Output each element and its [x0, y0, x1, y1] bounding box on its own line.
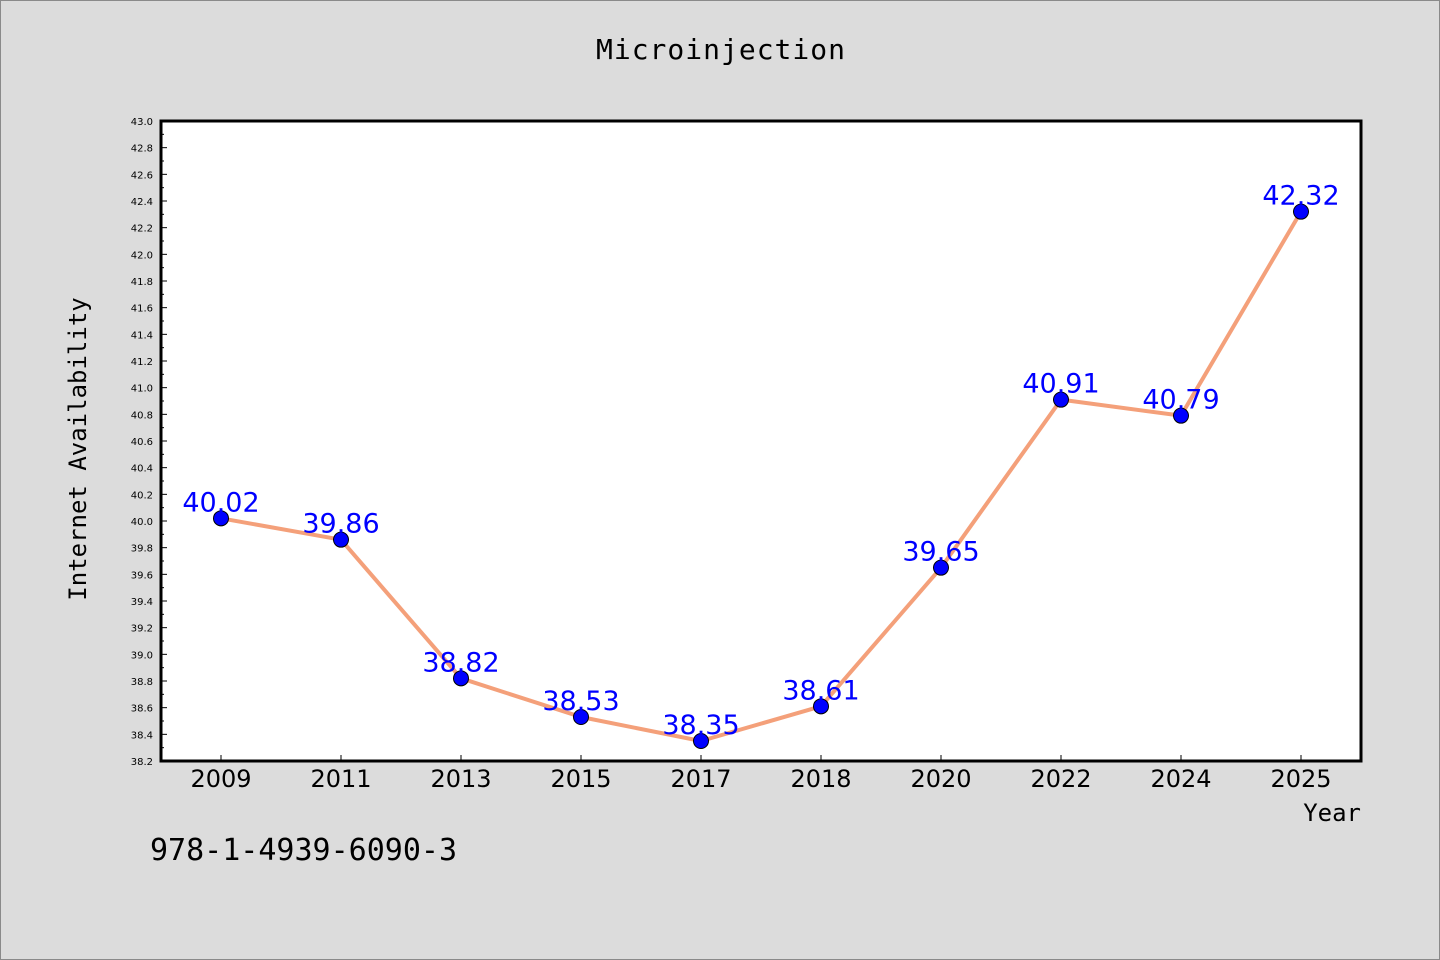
y-tick-label: 42.2 [131, 224, 153, 235]
x-tick-label: 2009 [190, 765, 251, 793]
data-point [1293, 203, 1309, 220]
data-point [453, 670, 469, 687]
x-tick-label: 2018 [790, 765, 851, 793]
x-tick-label: 2024 [1150, 765, 1211, 793]
data-point [693, 733, 709, 749]
y-tick-label: 43.0 [131, 117, 153, 128]
x-tick-label: 2020 [910, 765, 971, 793]
chart-title: Microinjection [595, 33, 846, 66]
series-line [220, 210, 1303, 743]
y-tick-label: 42.0 [131, 250, 153, 261]
y-tick-label: 40.4 [131, 464, 153, 475]
y-tick-label: 42.8 [131, 144, 153, 155]
data-label: 38.35 [662, 710, 739, 741]
data-point [333, 531, 349, 548]
x-tick-label: 2017 [670, 765, 731, 793]
data-point [213, 510, 229, 527]
data-label: 38.82 [422, 647, 499, 678]
y-tick-label: 39.2 [131, 624, 153, 635]
y-tick-label: 40.2 [131, 490, 153, 501]
x-tick-label: 2015 [550, 765, 611, 793]
y-tick-label: 41.2 [131, 357, 153, 368]
x-tick-label: 2011 [310, 765, 371, 793]
data-label: 38.53 [542, 686, 619, 717]
y-tick-label: 39.6 [131, 570, 153, 581]
y-tick-label: 41.0 [131, 384, 153, 395]
y-tick-label: 40.6 [131, 437, 153, 448]
data-label: 38.61 [782, 675, 859, 706]
y-tick-label: 41.8 [131, 277, 153, 288]
series-group: 40.02 39.86 38.82 38.53 38.35 38.61 39.65 40.91… [182, 181, 1340, 749]
data-label: 40.79 [1142, 385, 1219, 416]
data-label: 42.32 [1262, 181, 1339, 212]
y-tick-label: 38.8 [131, 677, 153, 688]
data-point [1173, 407, 1189, 424]
y-axis: 38.2 38.4 38.6 38.8 39.0 39.2 39.4 39.6 39.8 40.0… [131, 117, 167, 768]
x-tick-label: 2022 [1030, 765, 1091, 793]
y-tick-label: 38.6 [131, 704, 153, 715]
y-tick-label: 40.8 [131, 410, 153, 421]
y-tick-label: 42.4 [131, 197, 153, 208]
data-label: 39.65 [902, 537, 979, 568]
y-axis-title: Internet Availability [64, 297, 92, 600]
data-point [1053, 391, 1069, 408]
data-label: 39.86 [302, 509, 379, 540]
data-point [813, 698, 829, 715]
y-tick-label: 38.4 [131, 730, 153, 741]
y-tick-label: 40.0 [131, 517, 153, 528]
data-label: 40.02 [182, 487, 259, 518]
y-tick-label: 39.0 [131, 650, 153, 661]
x-axis-title: Year [1303, 799, 1361, 827]
footnote-isbn: 978-1-4939-6090-3 [150, 833, 458, 868]
y-tick-label: 39.4 [131, 597, 153, 608]
y-tick-label: 41.6 [131, 304, 153, 315]
plot-frame [159, 119, 1363, 763]
x-tick-label: 2013 [430, 765, 491, 793]
data-point [933, 559, 949, 576]
y-tick-label: 42.6 [131, 170, 153, 181]
plot-area [161, 121, 1361, 761]
data-label: 40.91 [1022, 369, 1099, 400]
x-tick-label: 2025 [1270, 765, 1331, 793]
data-point [573, 709, 589, 725]
y-tick-label: 39.8 [131, 544, 153, 555]
x-axis: 2009 2011 2013 2015 2017 2018 2020 2022 2024 2025 [190, 755, 1332, 793]
y-tick-label: 38.2 [131, 757, 153, 768]
y-tick-label: 41.4 [131, 330, 153, 341]
